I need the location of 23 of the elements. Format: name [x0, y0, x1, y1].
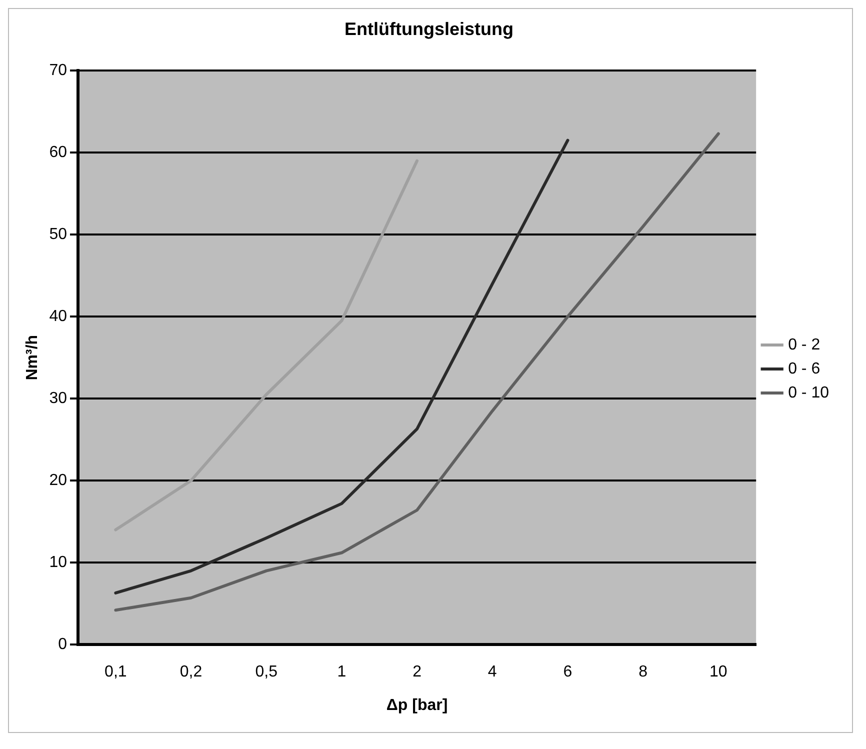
y-tick-label: 40 [49, 308, 68, 326]
y-tick-label: 70 [49, 62, 68, 80]
x-tick-label: 4 [488, 664, 497, 681]
x-tick-label: 10 [710, 664, 728, 681]
y-tick-label: 60 [49, 144, 68, 162]
y-tick-label: 20 [49, 472, 68, 490]
x-tick-label: 6 [563, 664, 572, 681]
y-axis-title: Nm³/h [24, 334, 42, 380]
legend-label: 0 - 6 [788, 360, 820, 378]
y-tick-label: 50 [49, 226, 68, 244]
x-tick-label: 0,5 [255, 664, 278, 681]
x-tick-label: 1 [337, 664, 346, 681]
x-tick-label: 0,1 [104, 664, 127, 681]
y-tick-label: 30 [49, 390, 68, 408]
chart-title: Entlüftungsleistung [344, 18, 514, 39]
y-tick-label: 0 [58, 636, 68, 654]
x-tick-label: 0,2 [180, 664, 202, 681]
x-tick-label: 2 [412, 664, 422, 681]
legend-label: 0 - 10 [788, 384, 830, 402]
x-tick-label: 8 [638, 664, 648, 681]
x-axis-title: Δp [bar] [386, 696, 448, 714]
y-tick-label: 10 [49, 554, 68, 572]
legend-label: 0 - 2 [788, 336, 820, 354]
